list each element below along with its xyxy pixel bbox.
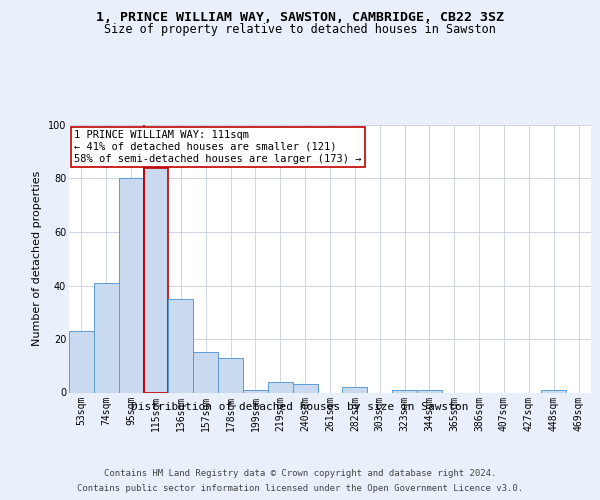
Bar — [392, 390, 417, 392]
Bar — [193, 352, 218, 393]
Bar — [417, 390, 442, 392]
Bar — [343, 387, 367, 392]
Bar — [143, 168, 169, 392]
Text: 1 PRINCE WILLIAM WAY: 111sqm
← 41% of detached houses are smaller (121)
58% of s: 1 PRINCE WILLIAM WAY: 111sqm ← 41% of de… — [74, 130, 362, 164]
Bar — [169, 299, 193, 392]
Text: Distribution of detached houses by size in Sawston: Distribution of detached houses by size … — [131, 402, 469, 412]
Text: 1, PRINCE WILLIAM WAY, SAWSTON, CAMBRIDGE, CB22 3SZ: 1, PRINCE WILLIAM WAY, SAWSTON, CAMBRIDG… — [96, 11, 504, 24]
Text: Contains public sector information licensed under the Open Government Licence v3: Contains public sector information licen… — [77, 484, 523, 493]
Bar — [243, 390, 268, 392]
Y-axis label: Number of detached properties: Number of detached properties — [32, 171, 42, 346]
Text: Size of property relative to detached houses in Sawston: Size of property relative to detached ho… — [104, 22, 496, 36]
Bar — [119, 178, 143, 392]
Bar — [218, 358, 243, 392]
Bar — [293, 384, 317, 392]
Bar — [268, 382, 293, 392]
Text: Contains HM Land Registry data © Crown copyright and database right 2024.: Contains HM Land Registry data © Crown c… — [104, 469, 496, 478]
Bar — [541, 390, 566, 392]
Bar — [69, 331, 94, 392]
Bar — [94, 283, 119, 393]
